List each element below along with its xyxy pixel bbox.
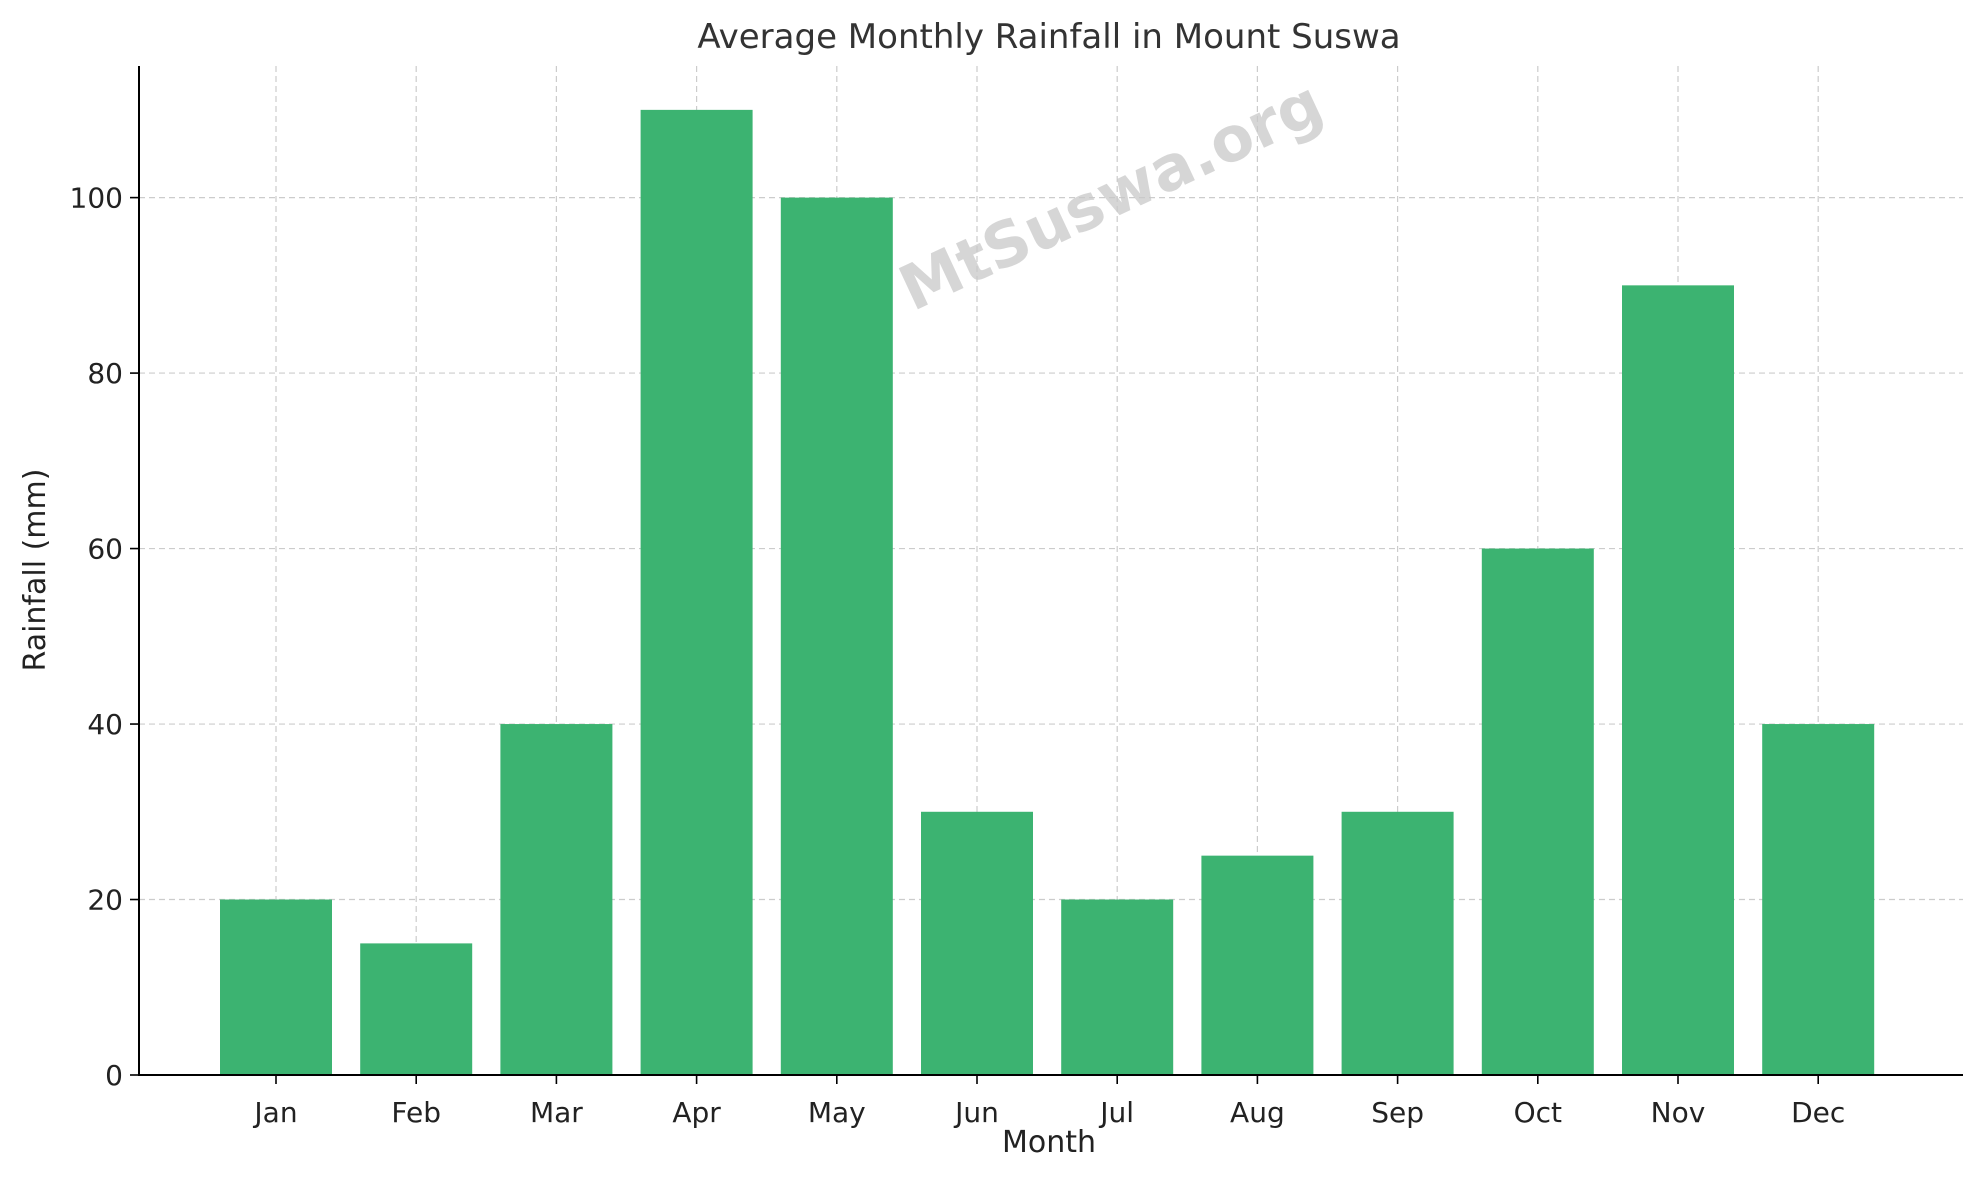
x-tick-label: Feb bbox=[391, 1096, 441, 1129]
bar-dec bbox=[1762, 724, 1875, 1075]
bar-nov bbox=[1622, 285, 1734, 1075]
bar-feb bbox=[360, 943, 473, 1075]
axes-layer bbox=[138, 66, 1963, 1076]
y-tick-label: 80 bbox=[87, 357, 123, 390]
bar-sep bbox=[1341, 811, 1454, 1075]
bar-jan bbox=[220, 899, 332, 1075]
watermark-text: MtSuswa.org bbox=[888, 66, 1333, 325]
x-axis-label: Month bbox=[1002, 1125, 1096, 1160]
x-tick-label: May bbox=[808, 1096, 866, 1129]
bar-jun bbox=[921, 811, 1033, 1075]
y-axis-label: Rainfall (mm) bbox=[18, 469, 53, 672]
x-tick-label: Aug bbox=[1230, 1096, 1285, 1129]
y-tick-label: 40 bbox=[87, 708, 123, 741]
x-ticks-layer: Jan Feb Mar Apr May Jun Jul Aug Sep Oct Nov Dec bbox=[252, 1075, 1845, 1129]
x-tick-label: Sep bbox=[1371, 1096, 1424, 1129]
x-tick-label: Jul bbox=[1098, 1096, 1134, 1129]
bar-oct bbox=[1481, 548, 1594, 1075]
x-tick-label: Nov bbox=[1651, 1096, 1706, 1129]
x-tick-label: Dec bbox=[1791, 1096, 1845, 1129]
y-tick-label: 60 bbox=[87, 533, 123, 566]
x-tick-label: Jun bbox=[953, 1096, 999, 1129]
y-tick-label: 20 bbox=[87, 884, 123, 917]
x-tick-label: Jan bbox=[252, 1096, 297, 1129]
bar-apr bbox=[640, 109, 753, 1075]
y-ticks-layer: 0 20 40 60 80 100 bbox=[70, 182, 139, 1092]
x-tick-label: Mar bbox=[530, 1096, 583, 1129]
y-tick-label: 0 bbox=[105, 1059, 123, 1092]
x-tick-label: Oct bbox=[1514, 1096, 1562, 1129]
bar-jul bbox=[1061, 899, 1174, 1075]
bars-layer bbox=[220, 109, 1875, 1075]
x-tick-label: Apr bbox=[672, 1096, 721, 1129]
y-tick-label: 100 bbox=[70, 182, 123, 215]
bar-aug bbox=[1201, 855, 1314, 1075]
bar-mar bbox=[500, 724, 613, 1075]
chart-title: Average Monthly Rainfall in Mount Suswa bbox=[697, 17, 1400, 57]
bar-may bbox=[780, 197, 893, 1075]
